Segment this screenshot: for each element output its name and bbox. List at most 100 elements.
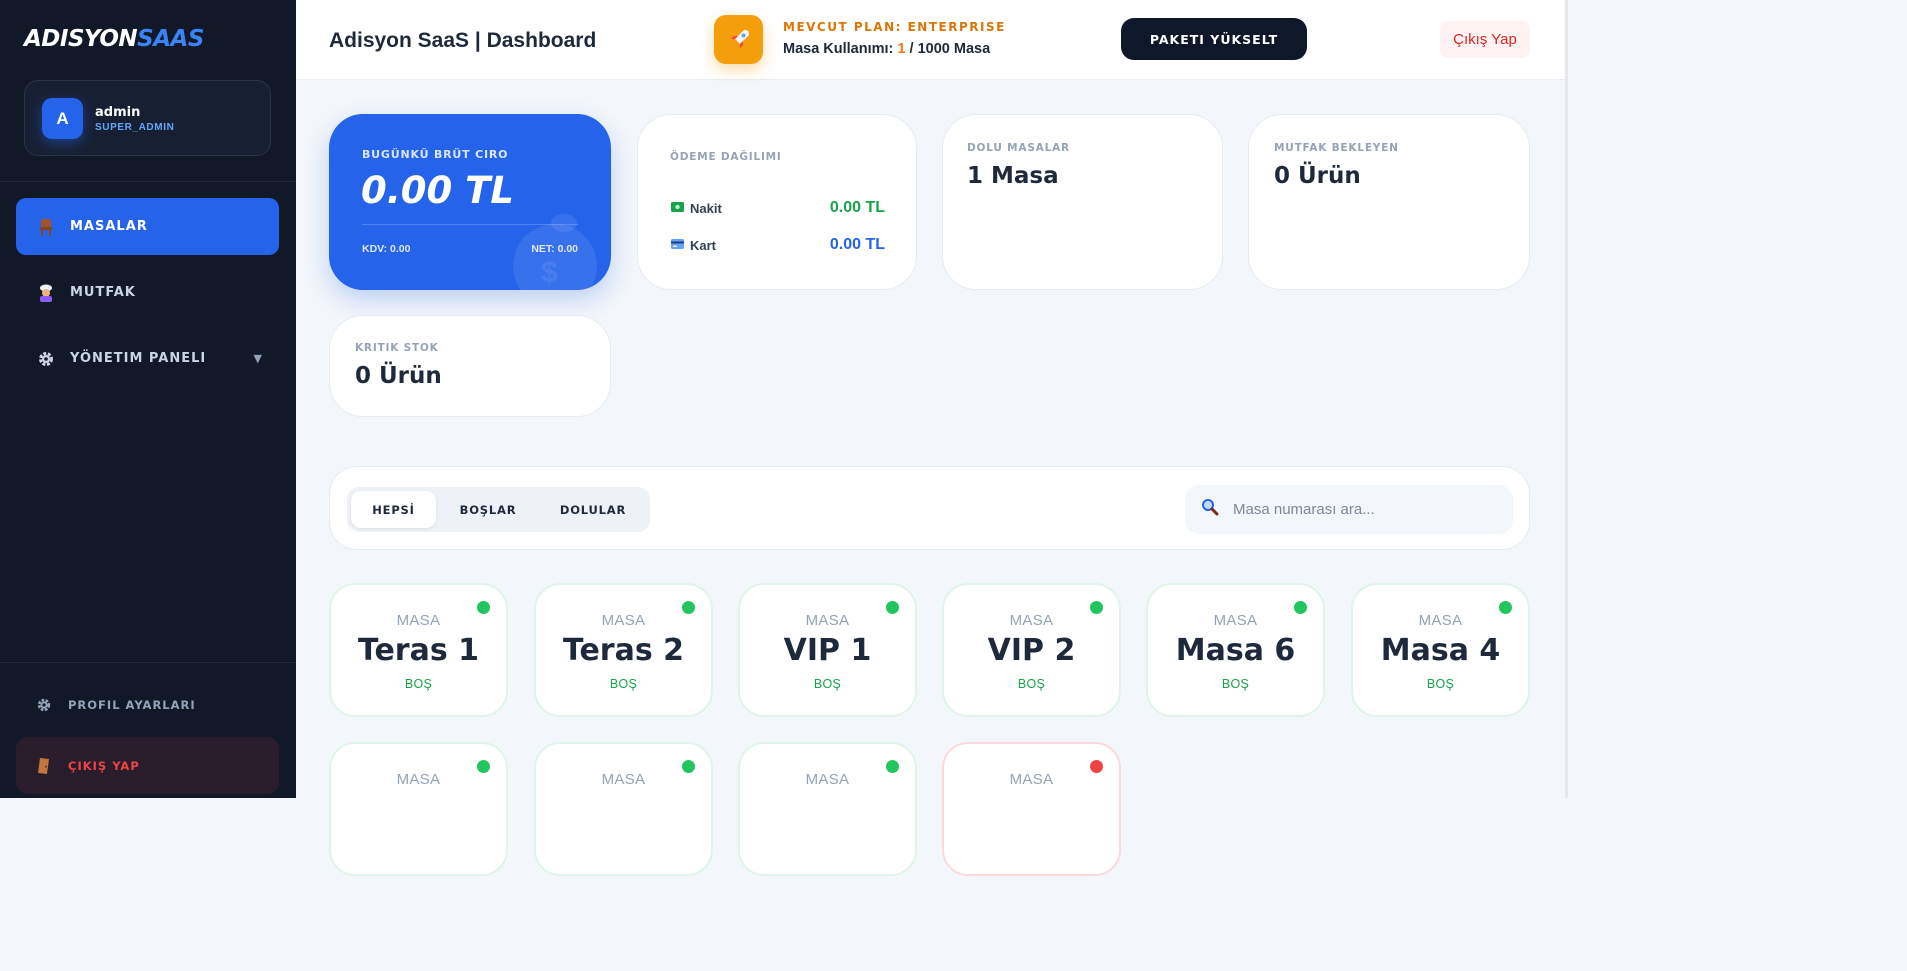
- tab-empty[interactable]: BOŞLAR: [459, 502, 517, 517]
- sidebar-logout-label: ÇIKIŞ YAP: [68, 758, 140, 773]
- table-name: Masa 4: [1380, 633, 1501, 668]
- table-label: MASA: [1418, 612, 1463, 629]
- status-indicator: [1090, 760, 1103, 773]
- search-input[interactable]: [1233, 501, 1483, 518]
- table-card[interactable]: MASA VIP 2 BOŞ: [942, 583, 1121, 717]
- gross-revenue-label: BUGÜNKÜ BRÜT CIRO: [362, 148, 509, 161]
- net-value: NET: 0.00: [531, 243, 578, 255]
- dollar-icon: $: [541, 256, 558, 289]
- table-status: BOŞ: [813, 677, 842, 691]
- table-label: MASA: [601, 771, 646, 788]
- avatar: A: [42, 98, 83, 139]
- header-logout-button[interactable]: Çıkış Yap: [1440, 21, 1530, 58]
- status-indicator: [886, 760, 899, 773]
- upgrade-plan-button[interactable]: PAKETI YÜKSELT: [1121, 18, 1307, 60]
- critical-stock-value: 0 Ürün: [355, 363, 442, 389]
- gear-icon: [36, 349, 56, 369]
- payment-distribution-card: ÖDEME DAĞILIMI Nakit 0.00 TL Kart 0.00 T…: [637, 114, 917, 290]
- kdv-value: KDV: 0.00: [362, 243, 411, 255]
- table-label: MASA: [396, 612, 441, 629]
- top-header: Adisyon SaaS | Dashboard MEVCUT PLAN: EN…: [296, 0, 1568, 80]
- sidebar-item-masalar[interactable]: MASALAR: [16, 198, 279, 255]
- chair-icon: [36, 217, 56, 237]
- page-scrollbar[interactable]: [1565, 0, 1568, 798]
- sidebar-item-yonetim[interactable]: YÖNETIM PANELI ▼: [16, 330, 279, 387]
- usage-current: 1: [897, 41, 906, 57]
- table-card[interactable]: MASA: [329, 742, 508, 876]
- usage-suffix: / 1000 Masa: [909, 41, 991, 57]
- kitchen-pending-value: 0 Ürün: [1274, 163, 1361, 189]
- table-label: MASA: [1213, 612, 1258, 629]
- door-icon: [34, 757, 54, 775]
- critical-stock-card: KRITIK STOK 0 Ürün: [329, 315, 611, 417]
- money-bag-icon-top: [551, 214, 577, 232]
- tab-all[interactable]: HEPSİ: [351, 491, 436, 528]
- cash-icon: [671, 201, 684, 215]
- profile-settings-button[interactable]: PROFIL AYARLARI: [16, 676, 279, 733]
- search-icon: [1201, 498, 1219, 521]
- table-label: MASA: [396, 771, 441, 788]
- status-indicator: [682, 760, 695, 773]
- divider: [362, 224, 578, 225]
- table-card[interactable]: MASA Masa 4 BOŞ: [1351, 583, 1530, 717]
- table-name: VIP 1: [783, 633, 872, 668]
- credit-card-icon: [671, 238, 684, 252]
- table-card[interactable]: MASA: [942, 742, 1121, 876]
- table-status: BOŞ: [1221, 677, 1250, 691]
- status-indicator: [1294, 601, 1307, 614]
- money-bag-icon: [513, 224, 597, 290]
- card-value: 0.00 TL: [829, 236, 885, 253]
- table-card[interactable]: MASA: [534, 742, 713, 876]
- rocket-icon: [714, 15, 763, 64]
- table-label: MASA: [1009, 612, 1054, 629]
- occupied-tables-value: 1 Masa: [967, 163, 1059, 189]
- filter-tabs: HEPSİ BOŞLAR DOLULAR: [347, 487, 650, 532]
- gross-revenue-card: $ BUGÜNKÜ BRÜT CIRO 0.00 TL KDV: 0.00 NE…: [329, 114, 611, 290]
- sidebar-item-label: MUTFAK: [70, 285, 136, 300]
- card-label: Kart: [690, 237, 717, 253]
- table-status: BOŞ: [1017, 677, 1046, 691]
- status-indicator: [682, 601, 695, 614]
- sidebar-divider: [0, 662, 296, 663]
- usage-prefix: Masa Kullanımı:: [783, 41, 894, 57]
- gear-icon: [34, 697, 54, 713]
- table-usage: Masa Kullanımı: 1 / 1000 Masa: [783, 41, 990, 57]
- page-title: Adisyon SaaS | Dashboard: [329, 29, 597, 52]
- status-indicator: [477, 601, 490, 614]
- tab-occupied[interactable]: DOLULAR: [559, 502, 627, 517]
- app-logo[interactable]: ADISYONSAAS: [24, 26, 204, 52]
- table-card[interactable]: MASA: [738, 742, 917, 876]
- payment-distribution-label: ÖDEME DAĞILIMI: [670, 151, 782, 163]
- table-search[interactable]: [1185, 485, 1513, 534]
- table-name: VIP 2: [987, 633, 1076, 668]
- cash-label: Nakit: [690, 200, 722, 216]
- critical-stock-label: KRITIK STOK: [355, 342, 439, 354]
- profile-settings-label: PROFIL AYARLARI: [68, 697, 196, 712]
- table-status: BOŞ: [609, 677, 638, 691]
- sidebar-logout-button[interactable]: ÇIKIŞ YAP: [16, 737, 279, 794]
- sidebar: ADISYONSAAS A admin SUPER_ADMIN MASALAR …: [0, 0, 296, 798]
- chef-icon: [36, 283, 56, 303]
- user-role: SUPER_ADMIN: [95, 122, 175, 133]
- sidebar-item-label: MASALAR: [70, 219, 148, 234]
- user-card: A admin SUPER_ADMIN: [24, 80, 271, 156]
- status-indicator: [886, 601, 899, 614]
- table-status: BOŞ: [404, 677, 433, 691]
- table-card[interactable]: MASA Masa 6 BOŞ: [1146, 583, 1325, 717]
- table-card[interactable]: MASA Teras 1 BOŞ: [329, 583, 508, 717]
- chevron-down-icon[interactable]: ▼: [253, 352, 263, 365]
- payment-row-card: Kart 0.00 TL: [671, 235, 885, 255]
- occupied-tables-card: DOLU MASALAR 1 Masa: [942, 114, 1223, 290]
- logo-text-primary: ADISYON: [24, 26, 138, 52]
- table-name: Teras 2: [562, 633, 685, 668]
- table-card[interactable]: MASA Teras 2 BOŞ: [534, 583, 713, 717]
- table-label: MASA: [805, 771, 850, 788]
- table-label: MASA: [805, 612, 850, 629]
- sidebar-item-mutfak[interactable]: MUTFAK: [16, 264, 279, 321]
- sidebar-divider: [0, 181, 296, 182]
- status-indicator: [477, 760, 490, 773]
- user-name: admin: [95, 105, 141, 120]
- table-label: MASA: [601, 612, 646, 629]
- table-card[interactable]: MASA VIP 1 BOŞ: [738, 583, 917, 717]
- payment-row-cash: Nakit 0.00 TL: [671, 198, 885, 218]
